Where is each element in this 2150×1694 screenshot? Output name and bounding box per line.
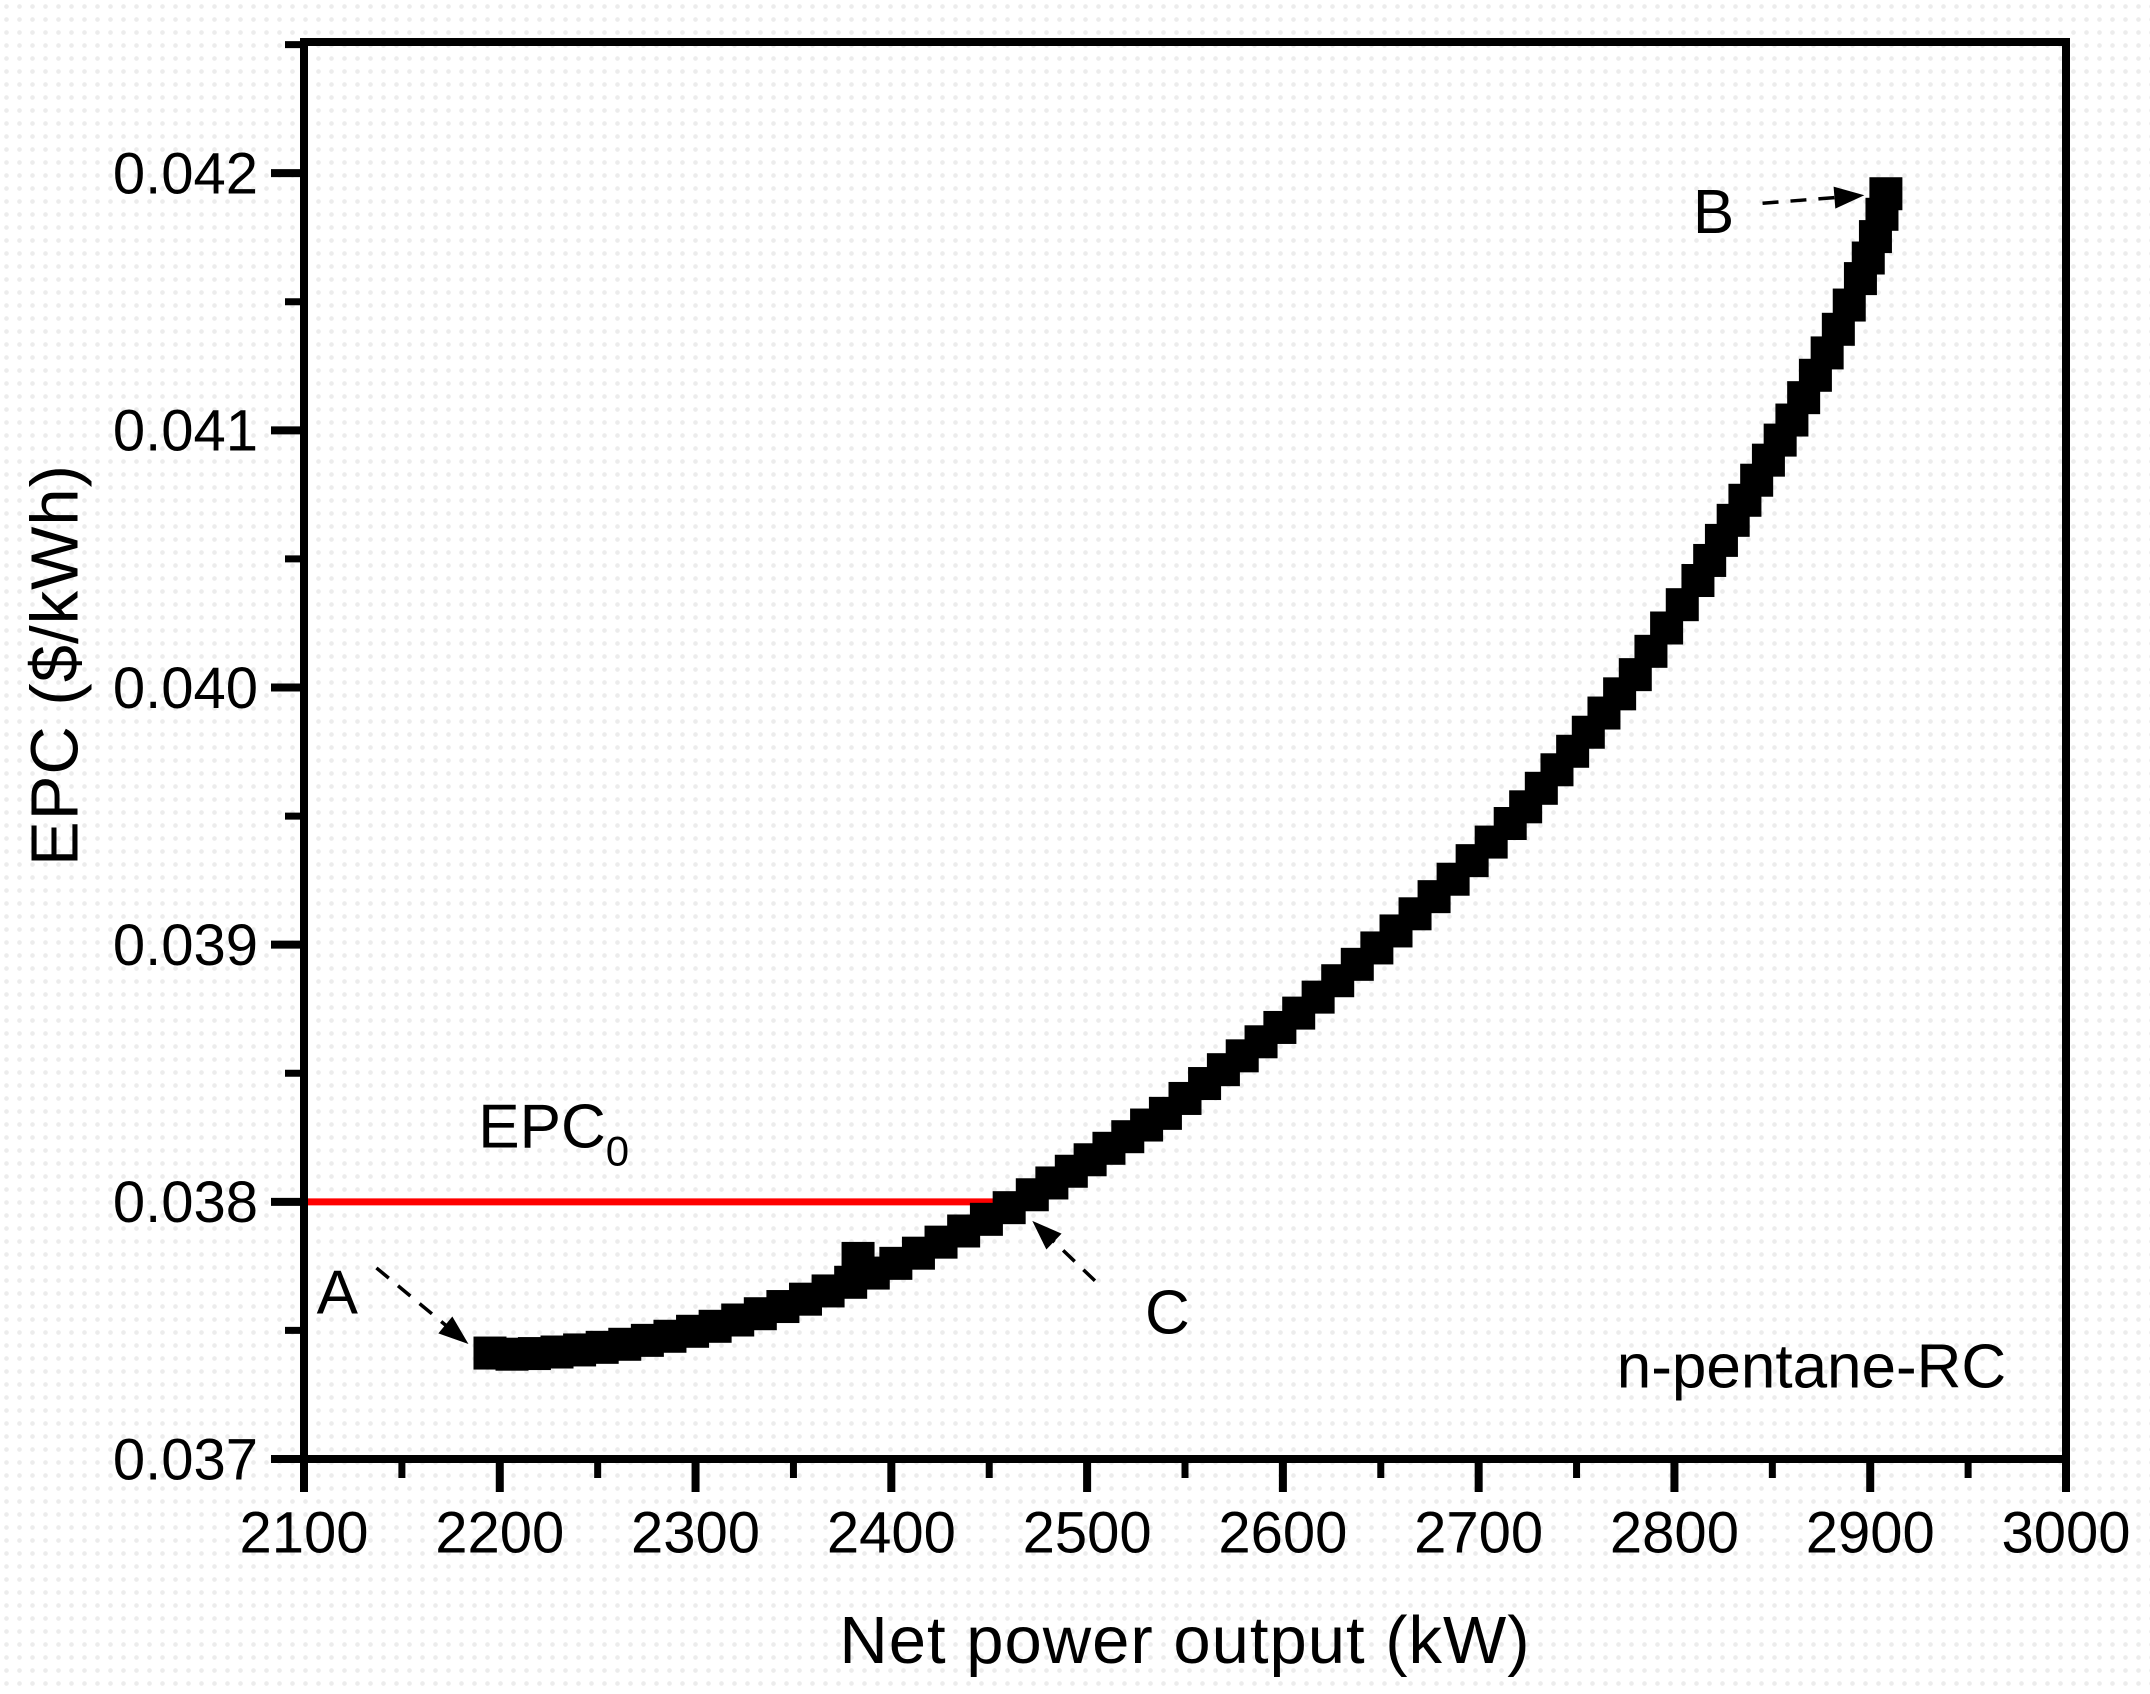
axis-ticks (271, 41, 2070, 1492)
annotation-label-fluid: n-pentane-RC (1617, 1333, 2006, 1402)
x-tick-label: 3000 (2001, 1501, 2130, 1566)
annotation-label-A: A (317, 1259, 359, 1328)
x-tick-label: 2200 (435, 1501, 564, 1566)
y-tick-label: 0.039 (113, 913, 258, 978)
y-axis-title: EPC ($/kWh) (17, 464, 93, 866)
epc0-label: EPC0 (478, 1093, 629, 1175)
y-tick-label: 0.041 (113, 399, 258, 464)
x-tick-label: 2700 (1414, 1501, 1543, 1566)
reference-line-group: EPC0 (304, 1093, 1021, 1206)
plot-frame (300, 38, 2070, 1463)
data-point-marker-B (1869, 177, 1903, 211)
y-tick-label: 0.037 (113, 1427, 258, 1492)
y-tick-label: 0.040 (113, 656, 258, 721)
x-tick-label: 2300 (631, 1501, 760, 1566)
x-tick-label: 2500 (1023, 1501, 1152, 1566)
annotation-arrow-line-A (375, 1266, 452, 1331)
annotation-arrow-line-C (1048, 1236, 1097, 1283)
data-markers (473, 177, 1903, 1371)
annotation-label-B: B (1693, 178, 1734, 247)
epc0-label-subscript: 0 (606, 1128, 629, 1175)
annotation-arrowhead-B (1833, 186, 1865, 209)
axis-tick-labels: 2100 2200 2300 2400 2500 2600 2700 2800 2900 3000… (113, 141, 2131, 1565)
x-tick-label: 2800 (1610, 1501, 1739, 1566)
x-tick-label: 2900 (1806, 1501, 1935, 1566)
x-tick-label: 2400 (827, 1501, 956, 1566)
y-tick-label: 0.038 (113, 1170, 258, 1235)
annotation-arrowhead-C (1032, 1220, 1062, 1250)
annotation-arrowhead-A (438, 1316, 469, 1345)
x-axis-title: Net power output (kW) (839, 1603, 1531, 1678)
annotation-arrow-line-B (1762, 195, 1841, 205)
y-tick-label: 0.042 (113, 141, 258, 206)
annotation-label-C: C (1145, 1279, 1190, 1348)
annotations-group: A B Cn-pentane-RC (317, 178, 2007, 1402)
x-tick-label: 2100 (239, 1501, 368, 1566)
x-tick-label: 2600 (1218, 1501, 1347, 1566)
data-point-marker-outlier (841, 1241, 875, 1275)
